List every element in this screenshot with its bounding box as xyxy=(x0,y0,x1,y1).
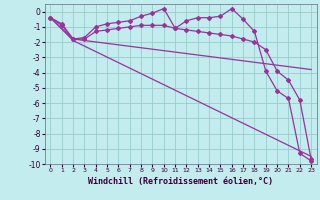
X-axis label: Windchill (Refroidissement éolien,°C): Windchill (Refroidissement éolien,°C) xyxy=(88,177,273,186)
